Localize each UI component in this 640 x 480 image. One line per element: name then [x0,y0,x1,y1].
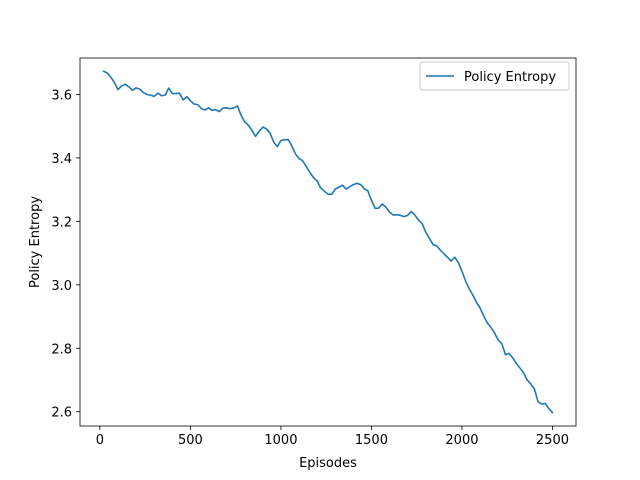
y-tick-label: 3.2 [51,215,72,230]
y-tick-label: 2.8 [51,342,72,357]
x-axis-label: Episodes [299,456,357,471]
y-tick-label: 3.4 [51,152,72,167]
legend-box [419,61,570,91]
plot-series [102,70,554,414]
y-tick-label: 3.0 [51,279,72,294]
y-axis-ticks: 2.6 2.8 3.0 3.2 3.4 3.6 [51,88,80,421]
x-tick-label: 1000 [264,433,297,448]
plot-frame [79,57,577,427]
x-tick-label: 1500 [355,433,388,448]
x-tick-label: 2000 [445,433,478,448]
y-tick-label: 3.6 [51,88,72,103]
x-tick-label: 0 [96,433,104,448]
x-axis-ticks: 0 500 1000 1500 2000 2500 [96,426,569,448]
legend-label-policy-entropy: Policy Entropy [464,70,556,85]
x-tick-label: 2500 [536,433,569,448]
y-tick-label: 2.6 [51,406,72,421]
legend: Policy Entropy [419,61,570,91]
x-tick-label: 500 [178,433,203,448]
y-axis-label: Policy Entropy [28,196,43,288]
series-line-policy-entropy [102,70,554,414]
